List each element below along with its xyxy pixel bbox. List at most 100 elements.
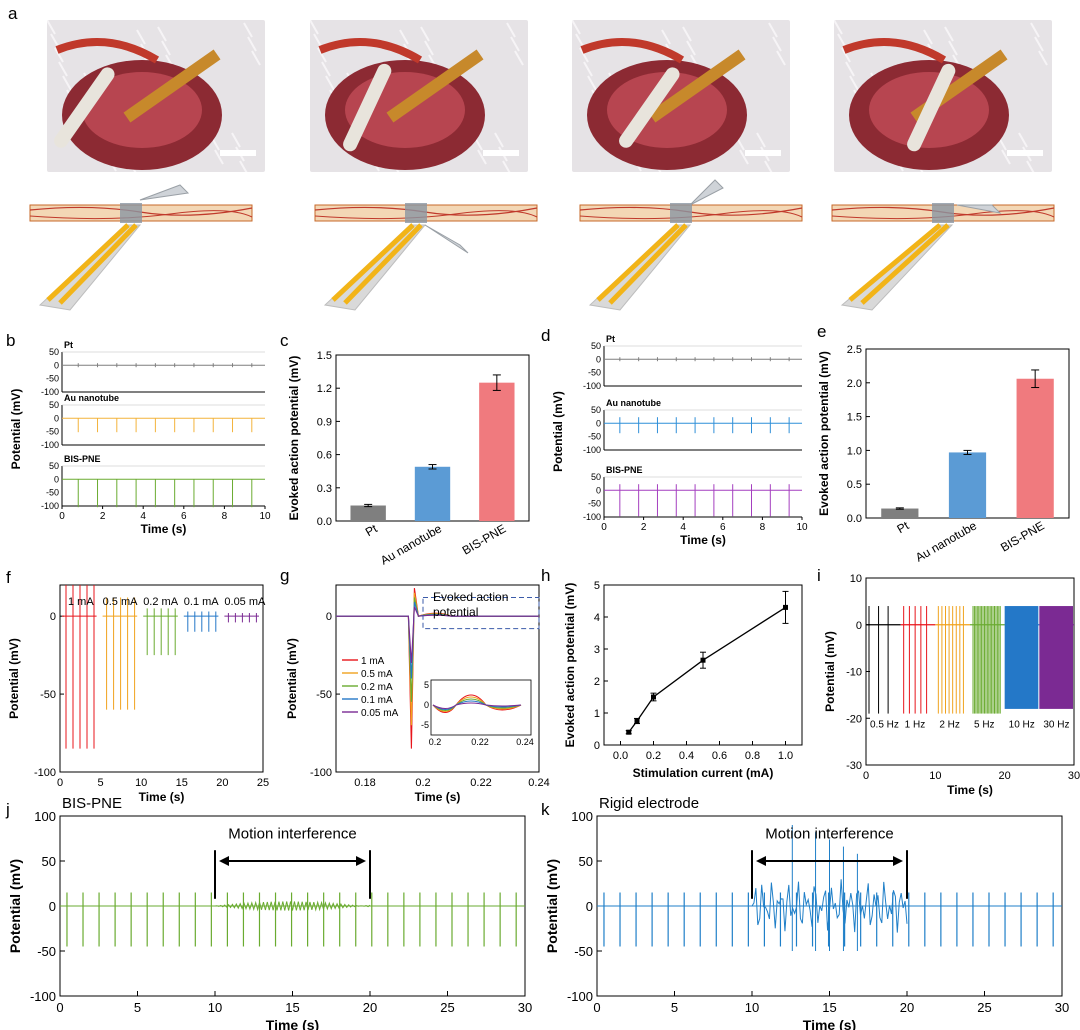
panel-k-arrow-head-right — [893, 856, 903, 866]
panel-j-xtick: 10 — [208, 1000, 222, 1015]
panel-d-ytick: -50 — [588, 432, 601, 442]
panel-g-annotation-2: potential — [433, 605, 478, 619]
panel-b-ytick: 50 — [49, 347, 59, 357]
panel-e-ylabel: Evoked action potential (mV) — [817, 351, 831, 516]
panel-k-xtick: 20 — [900, 1000, 914, 1015]
panel-j-ylabel: Potential (mV) — [7, 859, 23, 953]
panel-i-freq-label: 5 Hz — [974, 720, 995, 731]
panel-g-inset-xtick: 0.2 — [429, 737, 442, 747]
panel-c-ytick: 0.6 — [317, 450, 332, 462]
panel-k-xtick: 10 — [745, 1000, 759, 1015]
panel-i-xlabel: Time (s) — [947, 783, 993, 797]
panel-e-category-label: Au nanotube — [913, 518, 979, 564]
panel-g-inset-trace — [432, 694, 522, 713]
electrode-ribbon — [123, 49, 221, 123]
probe-tip — [619, 67, 680, 148]
panel-d-ytick: -100 — [583, 445, 601, 455]
panel-c-bar-au-nanotube — [414, 466, 451, 521]
fur-strand — [231, 132, 241, 148]
fur-strand — [944, 26, 954, 42]
panel-e-category-label: BIS-PNE — [998, 518, 1047, 554]
panel-i-ytick: -30 — [846, 760, 862, 772]
nerve-photo-1 — [47, 20, 265, 172]
panel-k-ytick: 50 — [579, 854, 593, 869]
probe-tip — [54, 67, 115, 148]
photo-step-1 — [47, 20, 265, 172]
probe-tip — [343, 63, 392, 152]
panel-g-xtick: 0.22 — [470, 777, 491, 789]
fur-strand — [834, 20, 843, 35]
panel-h-axes — [603, 584, 803, 746]
nerve-photo-3 — [572, 20, 790, 172]
panel-c-ytick: 1.2 — [317, 383, 332, 395]
gold-trace — [848, 223, 942, 302]
fur-strand — [58, 61, 68, 77]
panel-h-xtick: 0.8 — [745, 750, 760, 762]
panel-f-ytick: -50 — [40, 689, 56, 701]
panel-c-bar-pt — [350, 505, 386, 521]
incision-edge — [842, 38, 947, 64]
fur-strand — [510, 36, 520, 52]
panel-d-trace-name-1: Au nanotube — [606, 398, 661, 408]
panel-e-bar-bis-pne — [1016, 378, 1054, 518]
panel-b-xtick: 6 — [181, 511, 187, 522]
panel-c-ytick: 1.5 — [317, 350, 332, 362]
fur-strand — [325, 75, 335, 91]
scale-bar — [1007, 150, 1043, 156]
fur-strand — [776, 50, 786, 66]
panel-j-title: BIS-PNE — [62, 795, 122, 812]
panel-letter-i: i — [817, 566, 821, 585]
panel-b-ytick: -100 — [41, 387, 59, 397]
fur-strand — [657, 167, 662, 172]
panel-b-ytick: 50 — [49, 461, 59, 471]
panel-k-xtick: 0 — [593, 1000, 600, 1015]
panel-letter-f: f — [6, 568, 11, 587]
fur-strand — [1001, 149, 1011, 165]
fur-strand — [494, 132, 504, 148]
panel-k-arrow-head-left — [756, 856, 766, 866]
panel-j-xtick: 0 — [56, 1000, 63, 1015]
panel-k-annotation: Motion interference — [765, 826, 893, 843]
fur-strand — [321, 61, 331, 77]
panel-j-motion-noise — [214, 900, 371, 912]
fur-strand — [47, 20, 56, 35]
fur-strand — [161, 40, 171, 56]
panel-h-ytick: 2 — [594, 676, 600, 688]
panel-g-ytick: -50 — [316, 689, 332, 701]
fur-strand — [768, 22, 778, 38]
panel-k-xtick: 30 — [1055, 1000, 1069, 1015]
panel-d-xlabel: Time (s) — [680, 533, 726, 547]
panel-j-xtick: 5 — [134, 1000, 141, 1015]
fur-strand — [132, 167, 137, 172]
panel-b-trace-name-1: Au nanotube — [64, 393, 119, 403]
panel-letter-a: a — [8, 4, 18, 23]
fur-strand — [243, 22, 253, 38]
panel-i-freq-label: 30 Hz — [1043, 720, 1069, 731]
fur-strand — [1030, 22, 1040, 38]
panel-e-ytick: 2.0 — [847, 378, 862, 390]
panel-letter-b: b — [6, 331, 16, 350]
panel-i-xtick: 0 — [863, 770, 869, 782]
fur-strand — [661, 29, 671, 45]
panel-f-axes — [59, 584, 264, 773]
fur-strand — [948, 40, 958, 56]
panel-h-point — [634, 718, 640, 724]
panel-d-ytick: 50 — [591, 341, 601, 351]
panel-j-ytick: 0 — [49, 899, 56, 914]
panel-h-point — [700, 657, 706, 663]
cuff-wrap — [670, 203, 692, 223]
panel-h-line — [628, 606, 786, 733]
panel-f-segment-label: 0.5 mA — [103, 596, 139, 608]
gold-trace — [46, 223, 130, 302]
panel-b-ytick: -50 — [46, 374, 59, 384]
panel-b-ylabel: Potential (mV) — [9, 389, 23, 470]
panel-letter-c: c — [280, 331, 289, 350]
blood-vessel — [29, 210, 253, 220]
panel-j-xtick: 15 — [285, 1000, 299, 1015]
fur-strand — [682, 26, 692, 42]
fur-strand — [251, 50, 261, 66]
panel-c-ytick: 0.3 — [317, 483, 332, 495]
panel-h-ytick: 5 — [594, 580, 600, 592]
fur-strand — [62, 75, 72, 91]
panel-h-ytick: 4 — [594, 612, 600, 624]
